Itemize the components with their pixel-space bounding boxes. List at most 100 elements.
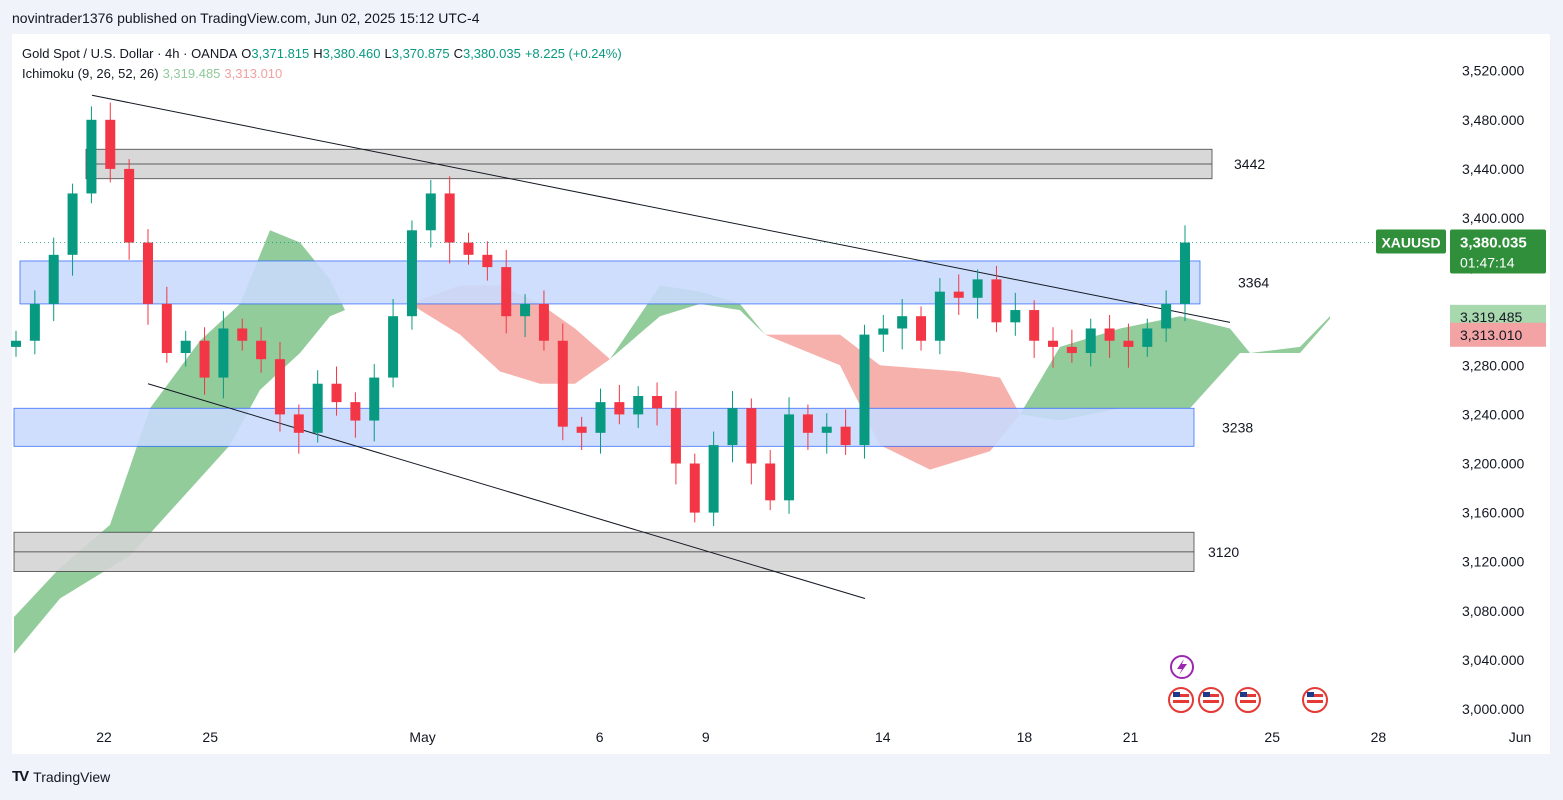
candle-body-43 (821, 426, 832, 433)
candle-body-16 (312, 383, 323, 433)
high-value: 3,380.460 (322, 46, 381, 61)
candle-body-18 (350, 402, 361, 421)
candle-body-55 (1048, 340, 1059, 347)
close-value: 3,380.035 (462, 46, 521, 61)
candle-body-37 (708, 445, 719, 513)
zone-3364 (19, 260, 1201, 305)
us-flag-canton-icon-0 (1173, 692, 1180, 697)
candle-body-24 (463, 242, 474, 255)
zone-label-3238: 3238 (1222, 419, 1253, 435)
candle-body-56 (1066, 346, 1077, 354)
indicator-value-a: 3,319.485 (162, 66, 221, 81)
candle-body-47 (897, 316, 908, 329)
candle-body-29 (557, 340, 568, 427)
last-price-tag-bg (1450, 229, 1546, 274)
candle-body-52 (991, 279, 1002, 323)
kumo-bearish-2 (765, 334, 1020, 470)
candle-body-42 (802, 414, 813, 433)
candle-body-12 (237, 328, 248, 341)
candle-body-38 (727, 408, 738, 446)
x-tick-May: May (409, 729, 435, 745)
x-tick-21: 21 (1123, 729, 1139, 745)
us-flag-stripe-a-icon-1 (1203, 694, 1219, 697)
candle-body-10 (199, 340, 210, 378)
candle-body-6 (124, 168, 135, 243)
candle-body-23 (444, 193, 455, 243)
x-tick-28: 28 (1371, 729, 1387, 745)
us-flag-canton-icon-3 (1307, 692, 1314, 697)
brand-name: TradingView (33, 768, 111, 785)
candle-body-51 (972, 279, 983, 298)
y-tick-3120: 3,120.000 (1462, 554, 1524, 570)
y-tick-3440: 3,440.000 (1462, 161, 1524, 177)
candle-body-11 (218, 328, 229, 378)
us-flag-stripe-b-icon-2 (1240, 700, 1256, 703)
candle-body-35 (670, 408, 681, 464)
candle-body-2 (48, 254, 59, 304)
candle-body-33 (633, 395, 644, 415)
senkou-b-tag-bg (1450, 322, 1546, 347)
candle-body-48 (916, 316, 927, 341)
last-price-value: 3,380.035 (1460, 235, 1527, 252)
x-tick-22: 22 (96, 729, 112, 745)
candle-body-57 (1085, 328, 1096, 354)
y-tick-3240: 3,240.000 (1462, 406, 1524, 422)
y-tick-3040: 3,040.000 (1462, 652, 1524, 668)
senkou-b-tag: 3,313.010 (1460, 327, 1522, 343)
y-tick-3400: 3,400.000 (1462, 210, 1524, 226)
candle-body-3 (67, 193, 78, 255)
y-tick-3480: 3,480.000 (1462, 112, 1524, 128)
symbol-title[interactable]: Gold Spot / U.S. Dollar · 4h · OANDA (22, 46, 238, 61)
price-chart[interactable]: 3442 3364 3238 3120 3,000.000 3,040.000 3,080… (0, 0, 1563, 760)
tradingview-logo-icon: TV (12, 768, 29, 785)
candle-body-32 (614, 402, 625, 415)
candle-body-39 (746, 408, 757, 464)
x-tick-25: 25 (202, 729, 218, 745)
candle-body-53 (1010, 310, 1021, 323)
open-label: O (241, 46, 252, 61)
candle-body-8 (161, 303, 172, 354)
y-tick-3280: 3,280.000 (1462, 357, 1524, 373)
zone-label-3442: 3442 (1234, 156, 1265, 172)
open-value: 3,371.815 (251, 46, 310, 61)
zone-label-3120: 3120 (1208, 544, 1239, 560)
candle-body-61 (1161, 303, 1172, 329)
candle-body-60 (1142, 328, 1153, 347)
indicator-value-b: 3,313.010 (224, 66, 283, 81)
us-flag-stripe-b-icon-3 (1307, 700, 1323, 703)
senkou-a-tag: 3,319.485 (1460, 309, 1522, 325)
low-value: 3,370.875 (391, 46, 450, 61)
candle-body-50 (953, 291, 964, 298)
x-tick-Jun: Jun (1509, 729, 1532, 745)
countdown-timer: 01:47:14 (1460, 255, 1515, 271)
candle-body-19 (369, 377, 380, 421)
candle-body-27 (520, 303, 531, 317)
candle-body-17 (331, 383, 342, 403)
candle-body-26 (501, 267, 512, 317)
symbol-tag-bg (1376, 229, 1446, 254)
lower-trendline (147, 383, 866, 600)
candle-body-46 (878, 328, 889, 335)
candle-body-7 (142, 242, 153, 304)
candle-body-28 (538, 303, 549, 341)
y-tick-3200: 3,200.000 (1462, 456, 1524, 472)
event-icons (1168, 655, 1328, 713)
close-label: C (453, 46, 463, 61)
indicator-title[interactable]: Ichimoku (9, 26, 52, 26) (22, 66, 159, 81)
price-axis: 3,000.000 3,040.000 3,080.000 3,120.000 3,16… (1462, 63, 1524, 717)
candle-body-25 (482, 254, 493, 268)
x-tick-25: 25 (1264, 729, 1280, 745)
zone-label-3364: 3364 (1238, 274, 1269, 290)
us-flag-stripe-b-icon-1 (1203, 700, 1219, 703)
candle-body-5 (105, 119, 116, 169)
candle-body-58 (1104, 328, 1115, 341)
candle-body-44 (840, 426, 851, 446)
footer[interactable]: TV TradingView (12, 768, 110, 785)
candle-body-40 (765, 463, 776, 501)
change-value: +8.225 (+0.24%) (524, 46, 622, 61)
low-label: L (384, 46, 392, 61)
candle-body-1 (29, 303, 40, 341)
symbol-tag: XAUUSD (1381, 235, 1440, 251)
us-flag-canton-icon-1 (1203, 692, 1210, 697)
x-tick-6: 6 (596, 729, 604, 745)
